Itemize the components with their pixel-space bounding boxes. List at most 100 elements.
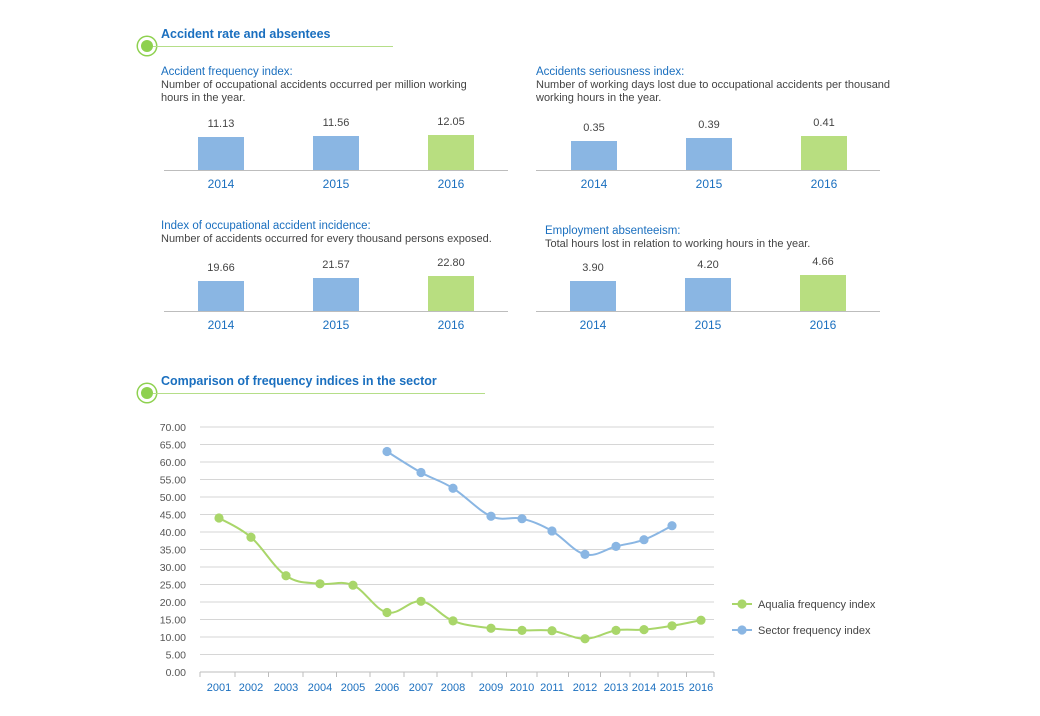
data-point <box>580 634 590 644</box>
data-point <box>382 446 392 457</box>
y-tick-label: 5.00 <box>166 650 187 662</box>
panel-employment-absenteeism: Employment absenteeism: Total hours lost… <box>545 225 895 355</box>
bar <box>800 274 846 311</box>
panel-title: Employment absenteeism: <box>545 225 681 237</box>
bar-category-label: 2016 <box>437 177 465 191</box>
bar <box>571 141 617 170</box>
panel-description-line: working hours in the year. <box>536 92 662 104</box>
bar-value-label: 4.66 <box>812 255 834 268</box>
bar-value-label: 22.80 <box>437 257 465 270</box>
x-tick-label: 2012 <box>573 682 597 694</box>
panel-accident-seriousness: Accidents seriousness index: Number of w… <box>536 66 896 196</box>
y-tick-label: 25.00 <box>160 580 186 592</box>
panel-description-line: Number of working days lost due to occup… <box>536 79 891 91</box>
x-tick-label: 2003 <box>274 682 298 694</box>
data-point <box>315 579 325 589</box>
y-tick-label: 35.00 <box>160 545 186 557</box>
bar-chart-baseline <box>536 311 880 312</box>
x-tick-label: 2001 <box>207 682 231 694</box>
bar-category-label: 2015 <box>322 177 350 191</box>
bar-category-label: 2016 <box>810 177 838 191</box>
legend-marker <box>737 599 747 609</box>
y-tick-label: 15.00 <box>160 615 186 627</box>
bar <box>570 280 616 311</box>
x-tick-label: 2008 <box>441 682 465 694</box>
section-rule <box>153 46 393 47</box>
bar-value-label: 11.56 <box>322 117 350 130</box>
y-tick-label: 10.00 <box>160 632 186 644</box>
data-point <box>667 521 677 531</box>
panel-description-line: Number of accidents occurred for every t… <box>161 233 492 245</box>
panel-description-line: Number of occupational accidents occurre… <box>161 79 467 91</box>
data-point <box>246 532 256 542</box>
bar-value-label: 0.41 <box>813 117 835 130</box>
bar-value-label: 4.20 <box>697 259 719 272</box>
panel-accident-frequency: Accident frequency index: Number of occu… <box>161 66 511 196</box>
data-point <box>639 625 649 635</box>
x-tick-label: 2010 <box>510 682 534 694</box>
section-rule <box>153 393 485 394</box>
data-point <box>416 596 426 606</box>
data-point <box>448 483 458 493</box>
data-point <box>486 623 496 633</box>
x-tick-label: 2007 <box>409 682 433 694</box>
bar-value-label: 21.57 <box>322 258 350 271</box>
panel-title: Accidents seriousness index: <box>536 66 685 78</box>
bar-category-label: 2015 <box>694 318 722 332</box>
bar-category-label: 2014 <box>207 177 235 191</box>
bar <box>313 136 359 170</box>
section-bullet-icon <box>141 40 153 52</box>
section-title: Accident rate and absentees <box>161 27 331 41</box>
x-tick-label: 2002 <box>239 682 263 694</box>
bar-category-label: 2016 <box>437 318 465 332</box>
panel-title: Index of occupational accident incidence… <box>161 220 371 232</box>
data-point <box>281 571 291 581</box>
data-point <box>517 514 527 524</box>
x-tick-label: 2009 <box>479 682 503 694</box>
y-tick-label: 0.00 <box>166 667 187 679</box>
panel-description-line: Total hours lost in relation to working … <box>545 238 811 250</box>
panel-description: Number of accidents occurred for every t… <box>161 233 511 246</box>
data-point <box>382 607 392 618</box>
bar-value-label: 0.35 <box>583 122 605 135</box>
x-tick-label: 2011 <box>540 682 564 694</box>
series-line <box>218 517 702 640</box>
data-point <box>611 625 621 635</box>
y-tick-label: 30.00 <box>160 562 186 574</box>
data-point <box>348 580 358 590</box>
data-point <box>448 616 458 626</box>
y-tick-label: 65.00 <box>160 440 186 452</box>
y-tick-label: 50.00 <box>160 492 186 504</box>
bar-category-label: 2015 <box>695 177 723 191</box>
bar <box>685 278 731 311</box>
bar <box>686 138 732 170</box>
legend-label: Sector frequency index <box>758 625 871 637</box>
panel-title: Accident frequency index: <box>161 66 293 78</box>
panel-description: Total hours lost in relation to working … <box>545 238 895 251</box>
bar-category-label: 2014 <box>580 177 608 191</box>
panel-description: Number of occupational accidents occurre… <box>161 79 511 105</box>
legend-label: Aqualia frequency index <box>758 599 876 611</box>
bar <box>801 136 847 170</box>
bar-value-label: 11.13 <box>207 118 235 131</box>
data-point <box>667 621 677 631</box>
data-point <box>547 626 557 636</box>
x-tick-label: 2005 <box>341 682 365 694</box>
bar <box>198 137 244 170</box>
data-point <box>486 511 496 521</box>
section-bullet-icon <box>141 387 153 399</box>
data-point <box>547 526 557 536</box>
x-tick-label: 2016 <box>689 682 713 694</box>
x-tick-label: 2015 <box>660 682 684 694</box>
bar-category-label: 2016 <box>809 318 837 332</box>
y-tick-label: 60.00 <box>160 457 186 469</box>
data-point <box>416 467 426 478</box>
y-tick-label: 40.00 <box>160 527 186 539</box>
bar <box>428 134 474 170</box>
bar-value-label: 0.39 <box>698 119 720 132</box>
x-tick-label: 2004 <box>308 682 332 694</box>
x-tick-label: 2014 <box>632 682 656 694</box>
y-tick-label: 55.00 <box>160 475 186 487</box>
legend-marker <box>737 625 747 635</box>
x-tick-label: 2013 <box>604 682 628 694</box>
